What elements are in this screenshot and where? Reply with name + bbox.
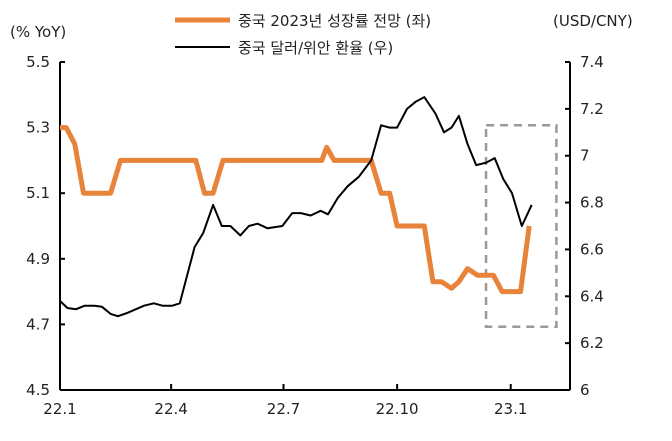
highlight-box — [484, 124, 558, 328]
growth-forecast-line — [60, 125, 532, 295]
left-tick-label: 5.1 — [26, 184, 50, 202]
x-tick-label: 22.10 — [376, 400, 419, 418]
x-tick-label: 22.4 — [154, 400, 187, 418]
right-tick-label: 7 — [580, 147, 590, 165]
right-tick-label: 6.4 — [580, 287, 604, 305]
left-tick-label: 4.9 — [26, 250, 50, 268]
legend: 중국 2023년 성장률 전망 (좌) 중국 달러/위안 환율 (우) — [175, 12, 431, 57]
left-tick-label: 4.5 — [26, 381, 50, 399]
x-tick-label: 23.1 — [494, 400, 527, 418]
series-lines — [59, 96, 533, 318]
x-tick-label: 22.7 — [267, 400, 300, 418]
usd-cny-line — [59, 96, 533, 318]
annotations — [484, 124, 558, 328]
legend-label-fx: 중국 달러/위안 환율 (우) — [238, 39, 393, 57]
left-tick-label: 4.7 — [26, 315, 50, 333]
right-tick-label: 6.8 — [580, 194, 604, 212]
left-tick-label: 5.3 — [26, 119, 50, 137]
right-tick-label: 7.4 — [580, 53, 604, 71]
right-axis-label: (USD/CNY) — [553, 12, 633, 30]
axes: 4.5 4.7 4.9 5.1 5.3 5.5 6 6.2 6.4 6.6 6.8 7 7.2 7.4 22… — [26, 53, 604, 418]
left-tick-label: 5.5 — [26, 53, 50, 71]
legend-label-growth: 중국 2023년 성장률 전망 (좌) — [238, 12, 431, 30]
right-tick-label: 6.6 — [580, 240, 604, 258]
right-tick-label: 6.2 — [580, 334, 604, 352]
right-tick-label: 7.2 — [580, 100, 604, 118]
x-tick-label: 22.1 — [43, 400, 76, 418]
left-axis-label: (% YoY) — [10, 23, 66, 41]
right-tick-label: 6 — [580, 381, 590, 399]
